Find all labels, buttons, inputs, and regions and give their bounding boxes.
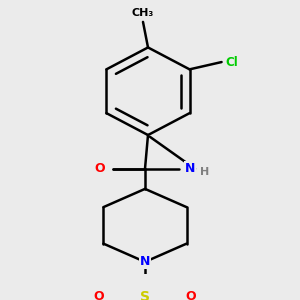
Text: O: O bbox=[95, 162, 105, 175]
Text: H: H bbox=[200, 167, 210, 178]
Text: O: O bbox=[94, 290, 104, 300]
Text: Cl: Cl bbox=[225, 56, 238, 69]
Text: N: N bbox=[140, 255, 150, 268]
Text: O: O bbox=[186, 290, 196, 300]
Text: S: S bbox=[140, 290, 150, 300]
Text: N: N bbox=[185, 162, 195, 175]
Text: CH₃: CH₃ bbox=[132, 8, 154, 18]
